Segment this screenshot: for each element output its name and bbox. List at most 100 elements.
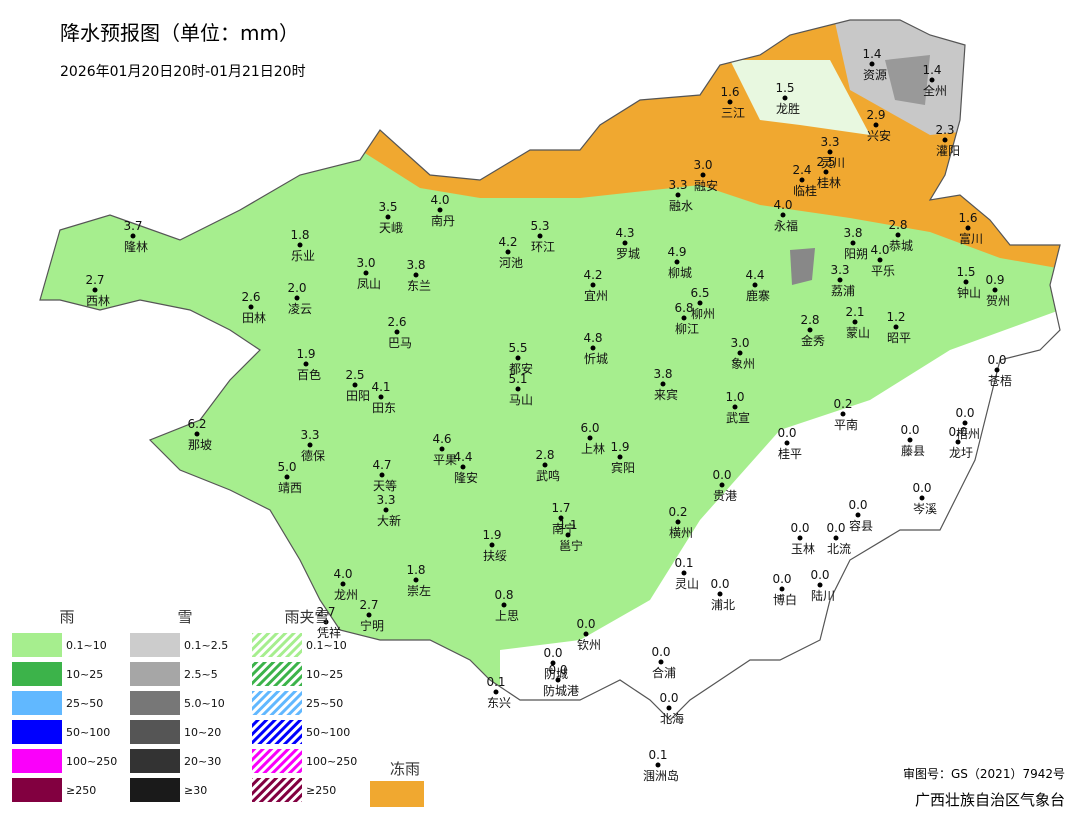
station-dot — [727, 99, 733, 105]
station-dot — [413, 272, 419, 278]
station-dot — [439, 446, 445, 452]
station-name: 田东 — [372, 401, 396, 415]
station-dot — [737, 350, 743, 356]
station-value: 2.4 — [792, 163, 811, 177]
station-name: 田林 — [242, 311, 266, 325]
legend-label: 10~20 — [184, 726, 221, 739]
station-name: 扶绥 — [483, 548, 507, 563]
station-name: 大新 — [377, 513, 401, 528]
station-dot — [833, 535, 839, 541]
station-dot — [893, 324, 899, 330]
station-value: 3.3 — [668, 178, 687, 192]
station-dot — [307, 442, 313, 448]
station-value: 2.3 — [935, 123, 954, 137]
station-name: 宁明 — [360, 618, 384, 633]
station-value: 5.3 — [530, 219, 549, 233]
station-dot — [855, 512, 861, 518]
station-name: 宾阳 — [611, 460, 635, 475]
station-dot — [700, 172, 706, 178]
station-value: 4.0 — [773, 198, 792, 212]
legend-label: 10~25 — [306, 668, 343, 681]
station-value: 3.3 — [830, 263, 849, 277]
legend-swatch — [252, 720, 302, 744]
station-dot — [907, 437, 913, 443]
station-name: 恭城 — [889, 239, 913, 253]
station-dot — [583, 631, 589, 637]
station-name: 灌阳 — [936, 144, 960, 158]
station-dot — [622, 240, 628, 246]
station-name: 龙圩 — [949, 446, 973, 460]
legend-swatch — [12, 749, 62, 773]
station-name: 贺州 — [986, 294, 1010, 308]
station-dot — [378, 394, 384, 400]
station-name: 钦州 — [577, 638, 601, 652]
legend-label: 50~100 — [66, 726, 110, 739]
station-value: 4.0 — [870, 243, 889, 257]
station-value: 3.7 — [123, 219, 142, 233]
station-value: 4.0 — [430, 193, 449, 207]
legend-title: 雨夹雪 — [284, 608, 329, 626]
station-value: 4.9 — [667, 245, 686, 259]
station-dot — [955, 439, 961, 445]
station-name: 桂平 — [778, 446, 802, 461]
station-name: 龙州 — [334, 588, 358, 602]
station-name: 防城 — [544, 666, 568, 681]
station-name: 融水 — [669, 199, 693, 213]
station-name: 都安 — [509, 361, 533, 376]
station-dot — [413, 577, 419, 583]
legend-label: 10~25 — [66, 668, 103, 681]
station-name: 贵港 — [713, 489, 737, 503]
station-name: 平南 — [834, 417, 858, 432]
station-value: 3.0 — [356, 256, 375, 270]
legend-label: 2.5~5 — [184, 668, 218, 681]
station-value: 1.9 — [610, 440, 629, 454]
station-value: 0.0 — [912, 481, 931, 495]
station-value: 1.5 — [956, 265, 975, 279]
station-name: 凌云 — [288, 302, 312, 316]
station-dot — [130, 233, 136, 239]
station-value: 5.5 — [508, 341, 527, 355]
station-name: 上林 — [581, 442, 605, 456]
legend-swatch — [12, 720, 62, 744]
station-value: 1.4 — [862, 47, 881, 61]
legend-swatch — [12, 662, 62, 686]
station-value: 1.1 — [558, 518, 577, 532]
station-dot — [537, 233, 543, 239]
station-value: 0.0 — [777, 426, 796, 440]
station-dot — [674, 259, 680, 265]
station-value: 0.0 — [955, 406, 974, 420]
legend-label: ≥30 — [184, 784, 207, 797]
station-name: 梧州 — [956, 426, 980, 441]
station-value: 6.8 — [674, 301, 693, 315]
station-dot — [385, 214, 391, 220]
station-dot — [493, 689, 499, 695]
station-value: 3.8 — [406, 258, 425, 272]
subtitle: 2026年01月20日20时-01月21日20时 — [60, 64, 306, 80]
station-dot — [732, 404, 738, 410]
station-name: 忻城 — [584, 352, 608, 366]
station-dot — [965, 225, 971, 231]
station-name: 蒙山 — [846, 326, 870, 340]
station-name: 兴安 — [867, 128, 891, 143]
station-name: 涠洲岛 — [643, 768, 679, 783]
station-value: 2.7 — [359, 598, 378, 612]
station-name: 横州 — [669, 526, 693, 540]
station-name: 隆林 — [124, 239, 148, 254]
station-value: 1.9 — [482, 528, 501, 542]
station-value: 2.6 — [241, 290, 260, 304]
station-dot — [779, 586, 785, 592]
station-dot — [366, 612, 372, 618]
station-value: 0.0 — [900, 423, 919, 437]
station-value: 4.7 — [372, 458, 391, 472]
legend-swatch — [130, 778, 180, 802]
station-value: 3.3 — [376, 493, 395, 507]
station-dot — [297, 242, 303, 248]
station-dot — [807, 327, 813, 333]
station-dot — [840, 411, 846, 417]
station-name: 平乐 — [871, 264, 895, 278]
station-value: 0.1 — [648, 748, 667, 762]
station-name: 龙胜 — [776, 101, 800, 116]
station-value: 6.5 — [690, 286, 709, 300]
station-value: 3.8 — [843, 226, 862, 240]
station-value: 5.0 — [277, 460, 296, 474]
